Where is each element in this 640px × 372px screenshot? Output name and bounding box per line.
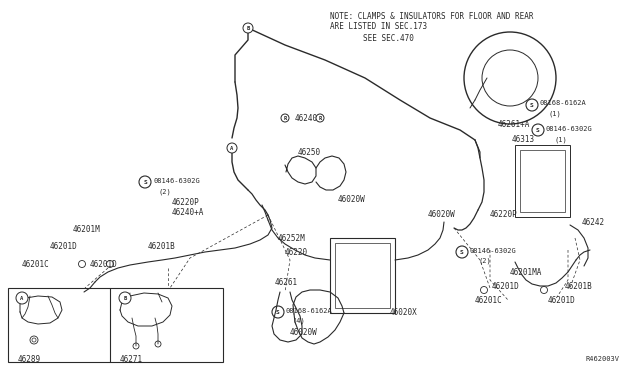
Text: 46220: 46220 — [285, 248, 308, 257]
Text: 46020X: 46020X — [390, 308, 418, 317]
Text: SEE SEC.470: SEE SEC.470 — [363, 34, 414, 43]
Text: 46220P: 46220P — [490, 210, 518, 219]
Text: NOTE: CLAMPS & INSULATORS FOR FLOOR AND REAR: NOTE: CLAMPS & INSULATORS FOR FLOOR AND … — [330, 12, 534, 21]
Text: 46242: 46242 — [582, 218, 605, 227]
Text: 46261: 46261 — [275, 278, 298, 287]
Circle shape — [119, 292, 131, 304]
Text: A: A — [230, 145, 234, 151]
Text: R462003V: R462003V — [586, 356, 620, 362]
Bar — [330, 238, 395, 313]
Text: 46020W: 46020W — [338, 195, 365, 204]
Text: 46240+A: 46240+A — [172, 208, 204, 217]
Text: 46252M: 46252M — [278, 234, 306, 243]
Text: S: S — [460, 250, 464, 254]
Text: B: B — [246, 26, 250, 31]
Text: R: R — [318, 115, 322, 121]
Text: 46201D: 46201D — [50, 242, 77, 251]
Bar — [520, 150, 565, 212]
Text: 08146-6302G: 08146-6302G — [546, 126, 593, 132]
Text: 46313: 46313 — [512, 135, 535, 144]
Text: A: A — [20, 295, 24, 301]
Text: 46201D: 46201D — [492, 282, 520, 291]
Text: 46201B: 46201B — [148, 242, 176, 251]
Text: 46201C: 46201C — [475, 296, 503, 305]
Text: 46201M: 46201M — [73, 225, 100, 234]
Text: 46201D: 46201D — [548, 296, 576, 305]
Circle shape — [227, 143, 237, 153]
Text: 46261+A: 46261+A — [498, 120, 531, 129]
Text: S: S — [276, 310, 280, 314]
Bar — [515, 145, 570, 217]
Text: S: S — [143, 180, 147, 185]
Text: ARE LISTED IN SEC.173: ARE LISTED IN SEC.173 — [330, 22, 427, 31]
Text: R: R — [284, 115, 287, 121]
Text: 46240: 46240 — [295, 114, 318, 123]
Bar — [335, 243, 390, 308]
Text: S: S — [530, 103, 534, 108]
Text: 46201C: 46201C — [22, 260, 50, 269]
Text: 08168-6162A: 08168-6162A — [285, 308, 332, 314]
Text: (1): (1) — [554, 136, 567, 142]
Circle shape — [281, 114, 289, 122]
Text: 46201D: 46201D — [90, 260, 118, 269]
Text: 46220P: 46220P — [172, 198, 200, 207]
Circle shape — [316, 114, 324, 122]
Circle shape — [243, 23, 253, 33]
Text: 08146-6302G: 08146-6302G — [153, 178, 200, 184]
Text: 46271: 46271 — [120, 355, 143, 364]
Text: (2): (2) — [478, 258, 491, 264]
Text: B: B — [124, 295, 127, 301]
Circle shape — [16, 292, 28, 304]
Bar — [8, 288, 223, 362]
Text: 46020W: 46020W — [428, 210, 456, 219]
Text: (4): (4) — [292, 318, 305, 324]
Text: 46201B: 46201B — [565, 282, 593, 291]
Text: S: S — [536, 128, 540, 132]
Text: 46020W: 46020W — [290, 328, 317, 337]
Text: (2): (2) — [158, 188, 171, 195]
Text: 46201MA: 46201MA — [510, 268, 542, 277]
Text: 08168-6162A: 08168-6162A — [540, 100, 587, 106]
Text: 08146-6302G: 08146-6302G — [470, 248, 516, 254]
Text: 46250: 46250 — [298, 148, 321, 157]
Text: (1): (1) — [548, 110, 561, 116]
Text: 46289: 46289 — [18, 355, 41, 364]
